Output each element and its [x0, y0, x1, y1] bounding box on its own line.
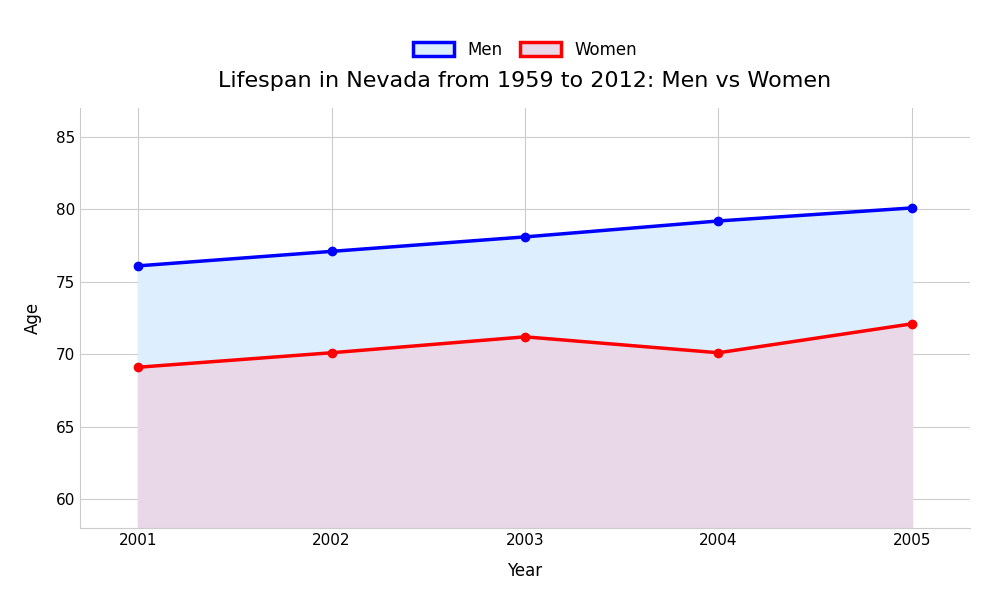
X-axis label: Year: Year — [507, 562, 543, 580]
Y-axis label: Age: Age — [24, 302, 42, 334]
Title: Lifespan in Nevada from 1959 to 2012: Men vs Women: Lifespan in Nevada from 1959 to 2012: Me… — [218, 71, 832, 91]
Legend: Men, Women: Men, Women — [413, 41, 637, 59]
